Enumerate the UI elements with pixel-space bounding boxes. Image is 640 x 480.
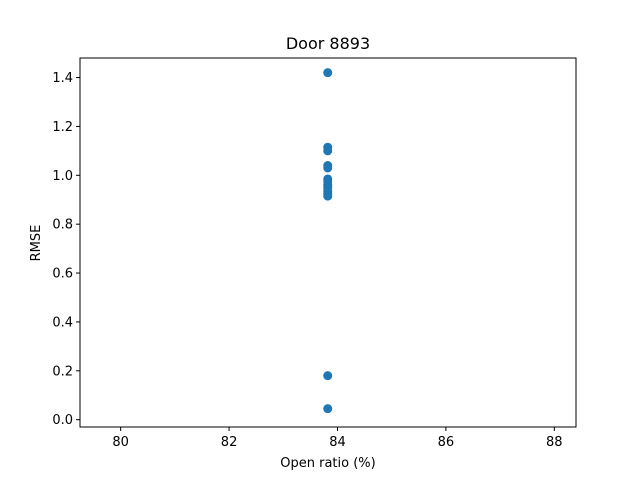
x-tick-label: 86 xyxy=(438,435,455,450)
y-tick-label: 1.4 xyxy=(52,71,73,86)
scatter-point xyxy=(323,146,333,156)
y-tick-label: 0.0 xyxy=(52,413,73,428)
scatter-point xyxy=(323,191,333,201)
chart-title: Door 8893 xyxy=(286,34,370,53)
x-axis: 80 82 84 86 88 xyxy=(112,427,563,450)
x-axis-label: Open ratio (%) xyxy=(280,456,375,471)
y-tick-label: 1.2 xyxy=(52,120,73,135)
x-tick-label: 88 xyxy=(546,435,563,450)
y-axis-label: RMSE xyxy=(29,225,44,262)
y-tick-label: 0.8 xyxy=(52,218,73,233)
y-tick-label: 0.4 xyxy=(52,315,73,330)
y-tick-label: 0.2 xyxy=(52,364,73,379)
x-tick-label: 84 xyxy=(329,435,346,450)
x-tick-label: 82 xyxy=(221,435,238,450)
plot-area xyxy=(79,57,577,428)
x-tick-label: 80 xyxy=(112,435,129,450)
y-tick-label: 1.0 xyxy=(52,169,73,184)
scatter-points xyxy=(323,68,333,414)
y-axis: 0.0 0.2 0.4 0.6 0.8 1.0 1.2 1.4 xyxy=(52,71,80,428)
y-tick-label: 0.6 xyxy=(52,267,73,282)
scatter-point xyxy=(323,404,333,414)
scatter-point xyxy=(323,371,333,381)
scatter-point xyxy=(323,163,333,173)
scatter-point xyxy=(323,68,333,78)
